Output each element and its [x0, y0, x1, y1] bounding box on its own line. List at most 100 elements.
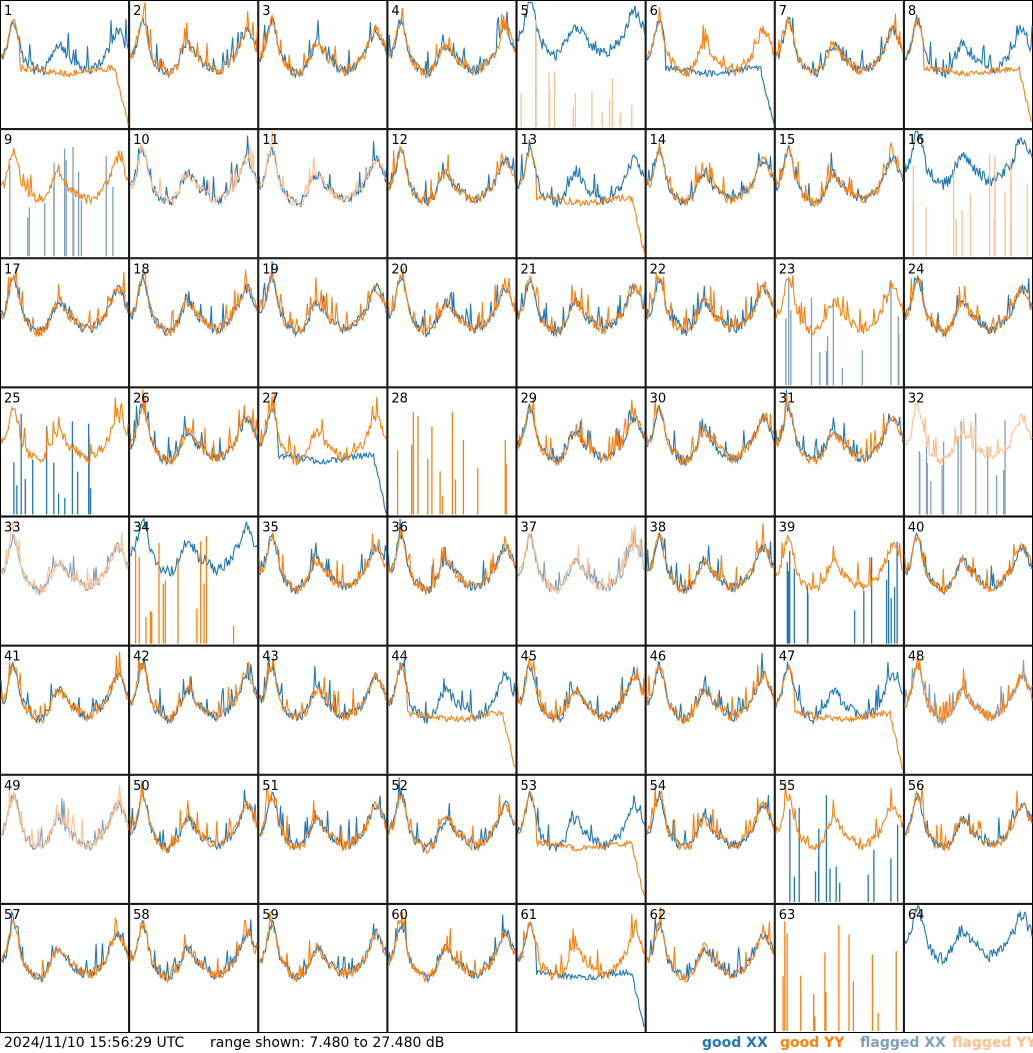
- tile-frame: [258, 258, 388, 388]
- trace-yy-16: [912, 154, 1028, 257]
- trace-yy-60: [387, 912, 517, 983]
- tile-21: 21: [516, 258, 646, 388]
- tile-frame: [516, 129, 646, 259]
- trace-yy-58: [129, 919, 258, 984]
- tile-frame: [258, 645, 388, 775]
- tile-32: 32: [903, 387, 1033, 517]
- trace-xx-25: [13, 414, 92, 515]
- tile-frame: [645, 516, 775, 646]
- tile-frame: [387, 903, 517, 1033]
- tile-55: 55: [774, 774, 904, 904]
- tile-label: 30: [650, 391, 667, 406]
- tile-frame: [516, 516, 646, 646]
- trace-yy-31: [775, 395, 904, 465]
- tile-label: 35: [262, 521, 279, 536]
- tile-12: 12: [387, 129, 517, 259]
- tile-frame: [516, 387, 646, 517]
- tile-11: 11: [258, 129, 388, 259]
- tile-frame: [645, 387, 775, 517]
- trace-yy-59: [258, 911, 387, 982]
- trace-xx-39: [786, 541, 898, 644]
- tile-50: 50: [129, 774, 259, 904]
- tile-53: 53: [516, 774, 646, 904]
- tile-label: 44: [391, 650, 408, 665]
- tile-35: 35: [258, 516, 388, 646]
- tile-label: 62: [650, 908, 667, 923]
- tile-59: 59: [258, 903, 388, 1033]
- tile-frame: [387, 129, 517, 259]
- tile-frame: [774, 258, 904, 388]
- trace-xx-5: [517, 1, 646, 62]
- trace-yy-63: [782, 921, 897, 1031]
- trace-xx-55: [789, 795, 899, 902]
- tile-19: 19: [258, 258, 388, 388]
- trace-yy-46: [646, 664, 775, 724]
- trace-yy-38: [646, 523, 774, 594]
- trace-yy-20: [387, 267, 517, 336]
- trace-xx-19: [258, 261, 387, 338]
- tile-frame: [0, 387, 130, 517]
- trace-yy-22: [646, 273, 775, 335]
- tile-26: 26: [129, 387, 259, 517]
- tile-label: 43: [262, 650, 279, 665]
- tile-frame: [129, 0, 259, 130]
- legend-flagged-yy: flagged YY: [952, 1035, 1033, 1051]
- tile-label: 39: [779, 521, 796, 536]
- tile-14: 14: [645, 129, 775, 259]
- trace-yy-18: [129, 269, 258, 337]
- trace-yy-57: [0, 916, 129, 981]
- tile-60: 60: [387, 903, 517, 1033]
- trace-yy-23: [775, 275, 904, 336]
- trace-xx-8: [904, 14, 1033, 80]
- tile-27: 27: [258, 387, 388, 517]
- trace-yy-2: [129, 2, 258, 78]
- tile-label: 40: [908, 521, 925, 536]
- tile-37: 37: [516, 516, 646, 646]
- tile-5: 5: [516, 0, 646, 130]
- tile-label: 9: [4, 133, 12, 148]
- trace-yy-53: [517, 790, 646, 897]
- trace-yy-21: [516, 275, 645, 339]
- trace-xx-14: [646, 145, 775, 207]
- trace-yy-11: [259, 131, 387, 208]
- tile-29: 29: [516, 387, 646, 517]
- tile-label: 19: [262, 262, 279, 277]
- tile-label: 55: [779, 779, 796, 794]
- tile-frame: [645, 0, 775, 130]
- tile-label: 33: [4, 521, 21, 536]
- tile-label: 28: [391, 391, 408, 406]
- tile-54: 54: [645, 774, 775, 904]
- tile-frame: [516, 903, 646, 1033]
- footer-bar: 2024/11/10 15:56:29 UTC range shown: 7.4…: [0, 1033, 1033, 1053]
- tile-frame: [774, 774, 904, 904]
- trace-yy-1: [0, 18, 129, 125]
- tile-33: 33: [0, 516, 130, 646]
- tile-frame: [258, 516, 388, 646]
- trace-yy-45: [516, 656, 646, 723]
- tile-51: 51: [258, 774, 388, 904]
- trace-yy-26: [129, 389, 258, 465]
- tile-label: 13: [521, 133, 538, 148]
- trace-yy-40: [904, 533, 1033, 594]
- trace-xx-2: [129, 17, 258, 79]
- tile-16: 16: [903, 129, 1033, 259]
- tile-frame: [129, 774, 259, 904]
- tile-41: 41: [0, 645, 130, 775]
- tile-label: 23: [779, 262, 796, 277]
- trace-yy-54: [646, 787, 775, 851]
- tile-frame: [903, 0, 1033, 130]
- tile-64: 64: [903, 903, 1033, 1033]
- tile-label: 47: [779, 650, 796, 665]
- tile-frame: [645, 903, 775, 1033]
- trace-yy-5: [520, 20, 633, 128]
- trace-yy-28: [396, 411, 507, 515]
- tile-frame: [129, 903, 259, 1033]
- tile-22: 22: [645, 258, 775, 388]
- tile-label: 57: [4, 908, 21, 923]
- tile-frame: [645, 129, 775, 259]
- tile-label: 5: [521, 4, 529, 19]
- trace-yy-6: [646, 6, 775, 78]
- trace-yy-35: [258, 532, 387, 595]
- trace-yy-36: [387, 524, 517, 596]
